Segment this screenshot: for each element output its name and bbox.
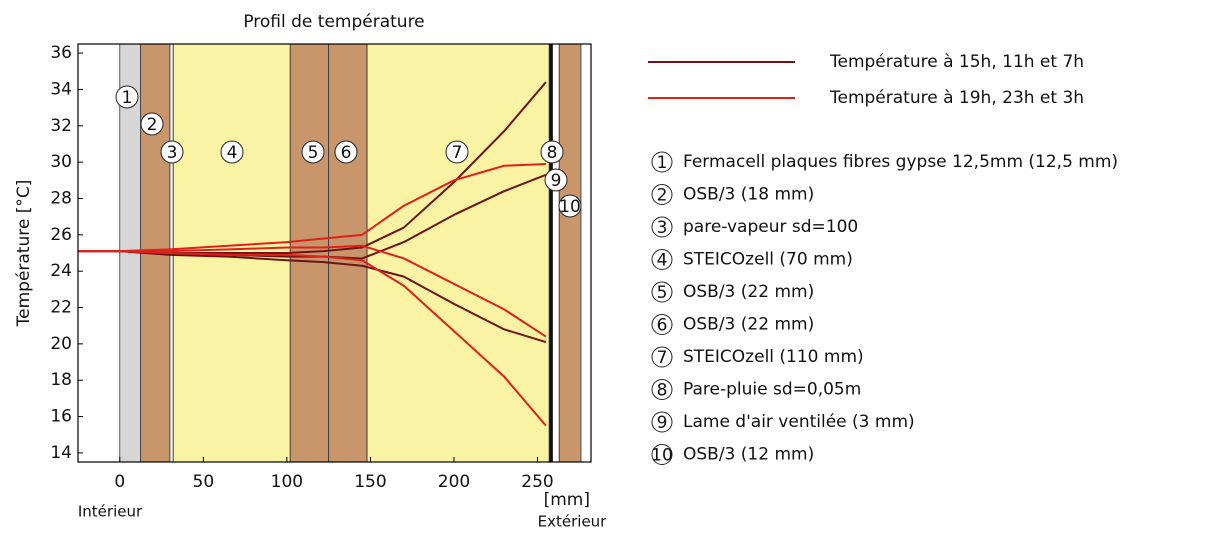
legend-label: Pare-pluie sd=0,05m (683, 380, 861, 400)
layer-number: 5 (308, 143, 319, 163)
legend-number: 5 (657, 283, 668, 303)
layer (366, 43, 550, 463)
chart-title: Profil de température (243, 12, 424, 32)
layer-marker (544, 168, 568, 192)
legend-marker (651, 314, 673, 335)
legend-label: OSB/3 (22 mm) (683, 282, 814, 302)
legend-label: Température à 15h, 11h et 7h (829, 52, 1084, 72)
layer (552, 43, 560, 463)
legend-label: STEICOzell (70 mm) (683, 250, 853, 270)
legend-label: pare-vapeur sd=100 (683, 217, 858, 237)
y-tick-label: 14 (50, 443, 72, 463)
layer-marker (558, 194, 582, 218)
legend-marker (651, 184, 673, 205)
legend-label: Lame d'air ventilée (3 mm) (683, 412, 915, 432)
layer-marker (334, 140, 358, 164)
x-tick-label: 0 (114, 472, 125, 492)
layer-marker (220, 140, 244, 164)
y-tick-label: 28 (50, 188, 72, 208)
layer (548, 43, 553, 463)
y-tick-label: 26 (50, 225, 72, 245)
layer-marker (160, 140, 184, 164)
legend-label: OSB/3 (12 mm) (683, 445, 814, 465)
legend-label: OSB/3 (18 mm) (683, 185, 814, 205)
legend-label: Température à 19h, 23h et 3h (829, 88, 1084, 108)
y-tick-label: 22 (50, 298, 72, 318)
legend-number: 6 (657, 316, 668, 336)
x-tick-label: 200 (438, 472, 470, 492)
layer-number: 1 (122, 88, 133, 108)
legend-marker (651, 444, 673, 465)
y-tick-label: 32 (50, 116, 72, 136)
layer-number: 8 (547, 143, 558, 163)
legend-number: 10 (651, 446, 673, 466)
legend-number: 8 (657, 381, 668, 401)
legend-marker (651, 411, 673, 433)
layer-marker (140, 112, 164, 136)
legend-marker (651, 281, 673, 303)
legend-label: OSB/3 (22 mm) (683, 315, 814, 335)
temperature-curve (78, 250, 547, 344)
legend-number: 1 (657, 153, 668, 173)
y-tick-label: 24 (50, 261, 72, 281)
layer (328, 43, 368, 463)
y-tick-label: 36 (50, 43, 72, 63)
x-tick-label: 100 (271, 472, 303, 492)
temperature-curve (78, 250, 547, 427)
legend-number: 9 (657, 413, 668, 433)
plot-frame (77, 43, 592, 463)
annotation: Extérieur (538, 513, 608, 531)
layer-marker (301, 140, 325, 164)
x-tick-label: 250 (521, 472, 553, 492)
x-tick-label: 150 (354, 472, 386, 492)
y-tick-label: 20 (50, 334, 72, 354)
y-tick-label: 34 (50, 79, 72, 99)
layer-marker (540, 140, 564, 164)
legend-number: 3 (657, 218, 668, 238)
legend-marker (651, 249, 673, 270)
y-axis-label: Température [°C] (14, 180, 34, 328)
layer-number: 3 (167, 143, 178, 163)
legend-number: 4 (657, 251, 668, 271)
legend-marker (651, 346, 673, 368)
x-axis-label: [mm] (544, 490, 590, 510)
annotation: Intérieur (78, 503, 143, 521)
legend-marker (651, 151, 673, 173)
layer-number: 9 (551, 171, 562, 191)
layer-number: 7 (452, 143, 463, 163)
legend-label: STEICOzell (110 mm) (683, 347, 864, 367)
y-tick-label: 16 (50, 407, 72, 427)
layer-number: 4 (227, 143, 238, 163)
legend-number: 2 (657, 186, 668, 206)
layer-number: 10 (559, 197, 581, 217)
temperature-curve (78, 162, 546, 253)
legend-marker (651, 379, 673, 400)
layer-number: 6 (341, 143, 352, 163)
layer-number: 2 (147, 115, 158, 135)
legend-label: Fermacell plaques fibres gypse 12,5mm (1… (683, 152, 1118, 172)
layer (558, 43, 582, 463)
layer-marker (445, 140, 469, 164)
legend-marker (651, 216, 673, 238)
temperature-curve (78, 244, 547, 338)
y-tick-label: 30 (50, 152, 72, 172)
y-tick-label: 18 (50, 370, 72, 390)
layer-marker (115, 85, 139, 109)
legend-number: 7 (657, 348, 668, 368)
x-tick-label: 50 (193, 472, 215, 492)
